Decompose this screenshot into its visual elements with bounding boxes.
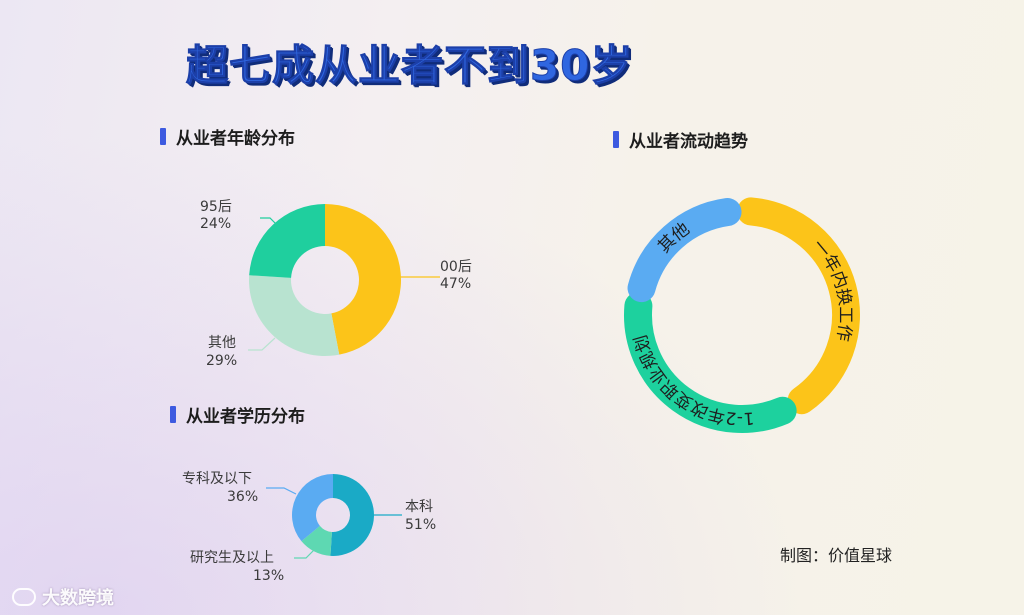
edu-label-bachelor: 本科 51% (373, 499, 436, 533)
leader-line (266, 487, 297, 495)
ring-segment-0 (737, 197, 860, 415)
slice-name: 本科 (405, 499, 433, 515)
leader-line (248, 337, 276, 351)
edu-label-associate: 专科及以下 36% (182, 471, 297, 505)
mobility-chart-title-text: 从业者流动趋势 (629, 132, 748, 152)
section-marker (613, 131, 619, 148)
age-label-00: 00后 47% (400, 259, 472, 292)
section-marker (160, 128, 166, 145)
slice-value: 51% (405, 517, 436, 533)
slice-value: 13% (253, 568, 284, 584)
donut-slice-1 (248, 275, 340, 356)
ring-segment-2 (627, 198, 742, 303)
watermark: 大数跨境 (12, 584, 114, 610)
slice-name: 其他 (208, 335, 236, 351)
age-label-other: 其他 29% (206, 335, 276, 369)
mobility-chart-title: 从业者流动趋势 (613, 127, 748, 152)
slice-value: 36% (227, 489, 258, 505)
education-chart-title: 从业者学历分布 (170, 402, 305, 427)
mobility-ring-chart (624, 197, 860, 433)
age-donut-chart (248, 204, 401, 356)
age-chart-title-text: 从业者年龄分布 (176, 129, 295, 149)
age-chart-title: 从业者年龄分布 (160, 124, 295, 149)
slice-name: 专科及以下 (182, 471, 252, 487)
slice-name: 95后 (200, 199, 232, 215)
watermark-text: 大数跨境 (42, 588, 114, 609)
slice-value: 47% (440, 276, 471, 292)
slice-name: 00后 (440, 259, 472, 275)
watermark-logo-icon (12, 588, 36, 606)
slice-name: 研究生及以上 (190, 550, 274, 566)
leader-line (260, 217, 285, 233)
section-marker (170, 406, 176, 423)
donut-slice-2 (249, 204, 325, 278)
slice-value: 24% (200, 216, 231, 232)
edu-label-graduate: 研究生及以上 13% (190, 549, 315, 584)
education-chart-title-text: 从业者学历分布 (186, 407, 305, 427)
donut-slice-0 (325, 204, 401, 355)
slice-value: 29% (206, 353, 237, 369)
donut-slice-1 (301, 525, 332, 556)
chart-credit: 制图：价值星球 (780, 546, 893, 565)
age-label-95: 95后 24% (200, 199, 285, 233)
page-title: 超七成从业者不到30岁 (185, 41, 634, 91)
ring-segment-1 (624, 291, 797, 433)
leader-line (294, 549, 315, 559)
donut-slice-2 (291, 474, 333, 542)
education-donut-chart (291, 474, 375, 557)
donut-slice-0 (330, 474, 375, 557)
